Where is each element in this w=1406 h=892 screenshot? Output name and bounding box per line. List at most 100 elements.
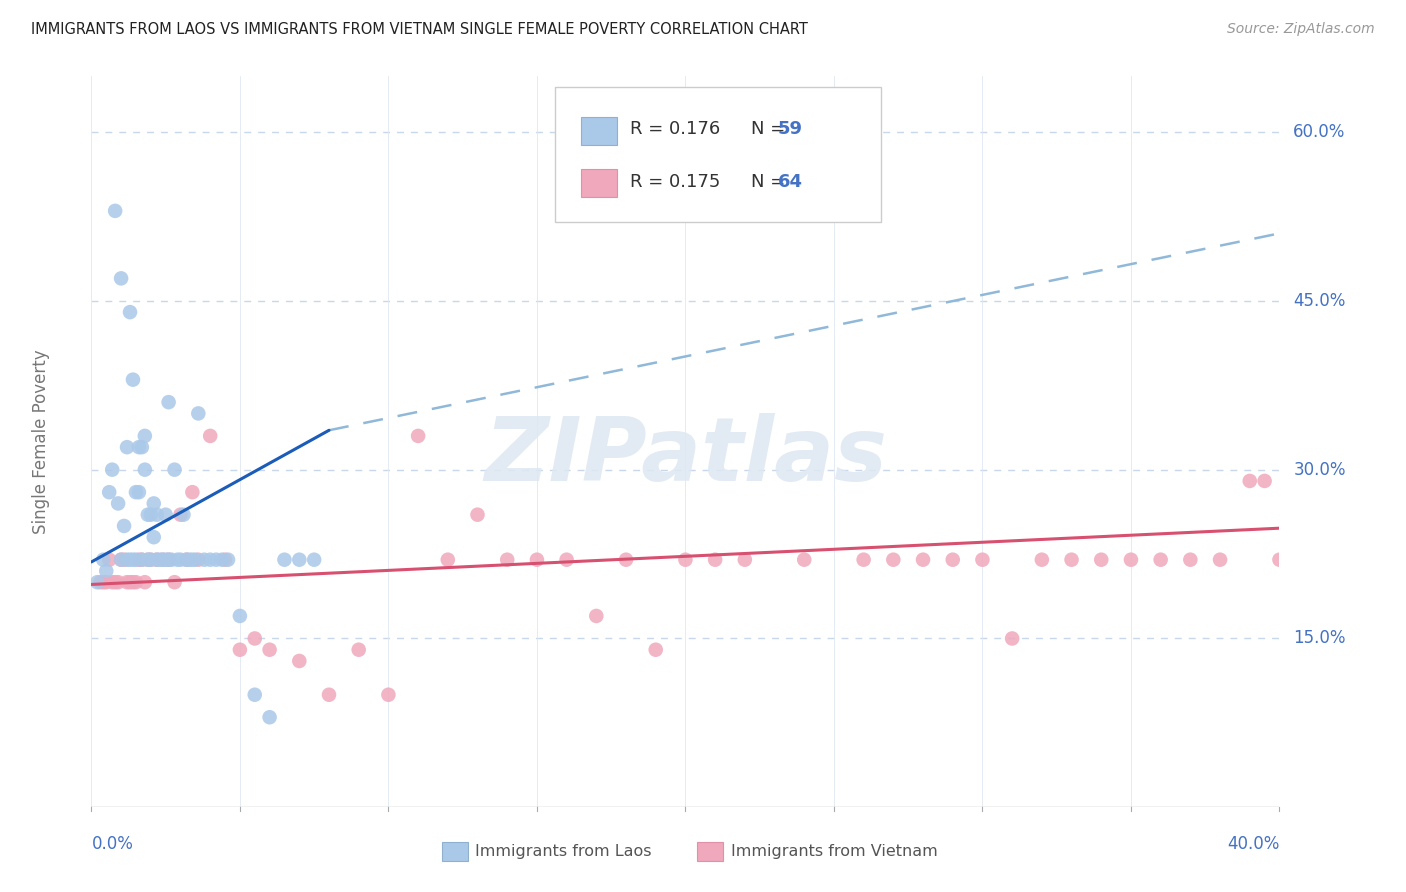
Point <box>157 395 180 409</box>
Point <box>145 552 167 566</box>
Point <box>131 552 153 566</box>
Text: 30.0%: 30.0% <box>1294 460 1346 479</box>
Text: 64: 64 <box>778 173 803 191</box>
Text: 40.0%: 40.0% <box>1227 835 1279 853</box>
Point <box>1209 552 1232 566</box>
FancyBboxPatch shape <box>697 842 724 861</box>
Point <box>134 575 156 590</box>
Point <box>288 552 311 566</box>
Point <box>243 632 266 646</box>
Point <box>259 710 281 724</box>
Text: Single Female Poverty: Single Female Poverty <box>32 350 51 533</box>
Point <box>200 429 222 443</box>
Point <box>139 508 162 522</box>
Point <box>1268 552 1291 566</box>
Point <box>1031 552 1053 566</box>
Text: R = 0.175: R = 0.175 <box>630 173 720 191</box>
Point <box>112 552 135 566</box>
Point <box>134 463 156 477</box>
Point <box>136 552 159 566</box>
Point <box>467 508 489 522</box>
FancyBboxPatch shape <box>581 169 616 197</box>
Point <box>96 564 118 578</box>
Point <box>128 440 150 454</box>
Point <box>614 552 637 566</box>
Point <box>1149 552 1171 566</box>
Point <box>377 688 399 702</box>
Point <box>101 463 124 477</box>
Point <box>187 406 209 420</box>
Point <box>104 575 127 590</box>
Point <box>139 552 162 566</box>
Point <box>193 552 215 566</box>
Point <box>118 305 141 319</box>
Point <box>318 688 340 702</box>
Point <box>125 485 148 500</box>
Point <box>942 552 965 566</box>
Point <box>142 496 165 510</box>
Point <box>214 552 236 566</box>
Point <box>176 552 198 566</box>
Point <box>187 552 209 566</box>
Text: N =: N = <box>751 120 790 138</box>
Point <box>1001 632 1024 646</box>
Point <box>1180 552 1202 566</box>
Point <box>145 508 167 522</box>
Point <box>149 552 172 566</box>
Point <box>163 463 186 477</box>
Text: 0.0%: 0.0% <box>91 835 134 853</box>
Text: 15.0%: 15.0% <box>1294 630 1346 648</box>
Point <box>1060 552 1083 566</box>
Point <box>169 508 191 522</box>
Point <box>302 552 325 566</box>
FancyBboxPatch shape <box>581 117 616 145</box>
Text: Immigrants from Laos: Immigrants from Laos <box>475 844 651 859</box>
Text: ZIPatlas: ZIPatlas <box>484 413 887 500</box>
Point <box>288 654 311 668</box>
Point <box>704 552 727 566</box>
Point <box>128 552 150 566</box>
FancyBboxPatch shape <box>441 842 468 861</box>
Point <box>673 552 696 566</box>
Point <box>115 440 138 454</box>
Point <box>179 552 201 566</box>
Point <box>555 552 578 566</box>
Point <box>110 271 132 285</box>
Point <box>118 552 141 566</box>
Text: 60.0%: 60.0% <box>1294 123 1346 141</box>
Point <box>496 552 519 566</box>
Point <box>96 575 118 590</box>
Point <box>98 552 121 566</box>
Point <box>1090 552 1112 566</box>
Point <box>86 575 108 590</box>
Point <box>160 552 183 566</box>
Point <box>406 429 429 443</box>
Point <box>107 496 129 510</box>
Point <box>107 575 129 590</box>
Point <box>101 575 124 590</box>
Text: 59: 59 <box>778 120 803 138</box>
Point <box>1253 474 1275 488</box>
Point <box>155 508 177 522</box>
Point <box>125 552 148 566</box>
Point <box>526 552 548 566</box>
Point <box>273 552 295 566</box>
Point <box>89 575 111 590</box>
Point <box>585 609 607 624</box>
Text: Immigrants from Vietnam: Immigrants from Vietnam <box>731 844 938 859</box>
Point <box>243 688 266 702</box>
Point <box>157 552 180 566</box>
Point <box>882 552 904 566</box>
Point <box>184 552 207 566</box>
Point <box>163 575 186 590</box>
Point <box>181 552 204 566</box>
Point <box>157 552 180 566</box>
Point <box>229 642 252 657</box>
Point <box>142 530 165 544</box>
Point <box>136 552 159 566</box>
Point <box>110 552 132 566</box>
Point <box>110 552 132 566</box>
Point <box>155 552 177 566</box>
Point <box>205 552 228 566</box>
Point <box>200 552 222 566</box>
